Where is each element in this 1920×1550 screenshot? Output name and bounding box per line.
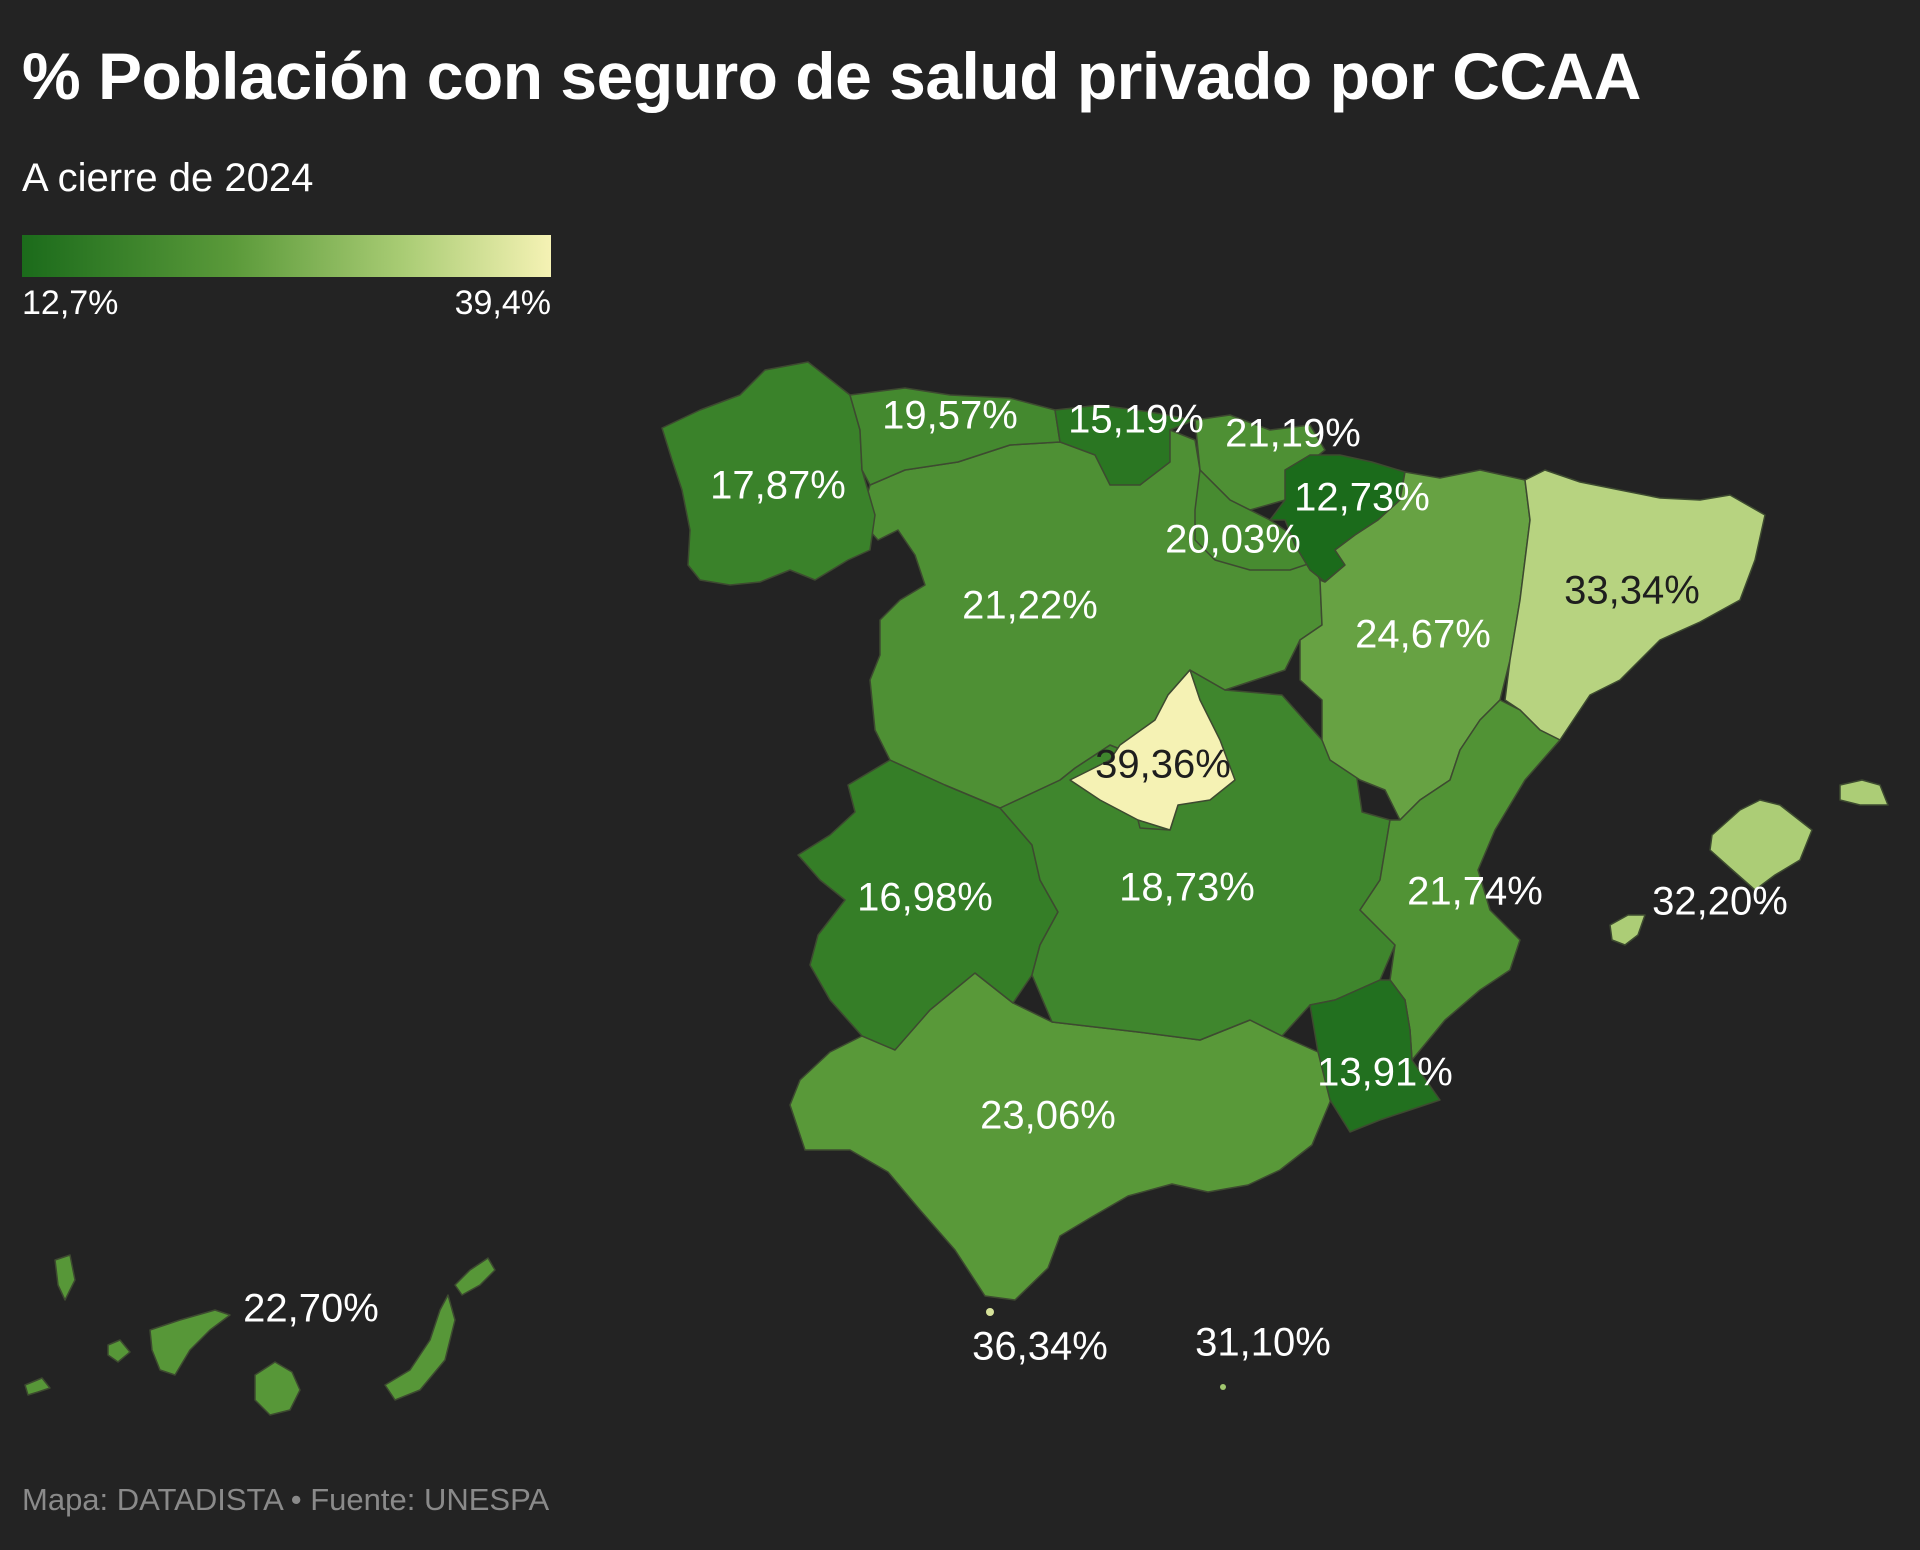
region-canarias-gran-canaria[interactable] (254, 1361, 301, 1416)
label-castilla-la-mancha: 18,73% (1119, 866, 1255, 910)
label-melilla: 31,10% (1195, 1321, 1331, 1365)
label-pais-vasco: 21,19% (1225, 412, 1361, 456)
legend-max-label: 39,4% (454, 284, 551, 322)
region-melilla[interactable] (1220, 1384, 1226, 1390)
region-canarias-lanzarote[interactable] (454, 1257, 496, 1296)
chart-title: % Población con seguro de salud privado … (22, 39, 1641, 113)
region-madrid[interactable] (1069, 669, 1236, 831)
label-extremadura: 16,98% (857, 876, 993, 920)
chart-subtitle: A cierre de 2024 (22, 156, 314, 200)
region-canarias-la-gomera[interactable] (107, 1339, 131, 1363)
label-murcia: 13,91% (1317, 1051, 1453, 1095)
region-murcia[interactable] (1309, 979, 1441, 1133)
label-comunidad-valenciana: 21,74% (1407, 870, 1543, 914)
label-castilla-y-leon: 21,22% (962, 584, 1098, 628)
region-labels: 17,87% 19,57% 15,19% 21,19% 12,73% 20,03… (243, 394, 1788, 1369)
region-canarias-la-palma[interactable] (54, 1254, 76, 1301)
label-andalucia: 23,06% (980, 1094, 1116, 1138)
label-islas-baleares: 32,20% (1652, 880, 1788, 924)
color-scale-legend (22, 235, 551, 277)
label-navarra: 12,73% (1294, 476, 1430, 520)
region-ceuta[interactable] (986, 1308, 994, 1316)
region-cataluna[interactable] (1504, 469, 1766, 741)
region-la-rioja[interactable] (1194, 469, 1321, 571)
region-canarias-el-hierro[interactable] (24, 1377, 51, 1396)
region-galicia[interactable] (661, 361, 876, 586)
label-ceuta: 36,34% (972, 1325, 1108, 1369)
region-ibiza[interactable] (1609, 914, 1646, 946)
label-cantabria: 15,19% (1068, 398, 1204, 442)
label-la-rioja: 20,03% (1165, 518, 1301, 562)
region-cantabria[interactable] (1054, 404, 1196, 486)
label-galicia: 17,87% (710, 464, 846, 508)
label-canarias: 22,70% (243, 1287, 379, 1331)
label-aragon: 24,67% (1355, 613, 1491, 657)
region-menorca[interactable] (1839, 779, 1889, 806)
region-asturias[interactable] (849, 387, 1061, 486)
legend-min-label: 12,7% (22, 284, 119, 322)
label-madrid: 39,36% (1095, 743, 1231, 787)
label-asturias: 19,57% (882, 394, 1018, 438)
region-canarias-fuerteventura[interactable] (384, 1294, 456, 1401)
region-canarias-tenerife[interactable] (149, 1309, 231, 1376)
label-cataluna: 33,34% (1564, 569, 1700, 613)
region-islas-baleares[interactable] (1709, 799, 1813, 891)
source-footer: Mapa: DATADISTA • Fuente: UNESPA (22, 1482, 550, 1517)
